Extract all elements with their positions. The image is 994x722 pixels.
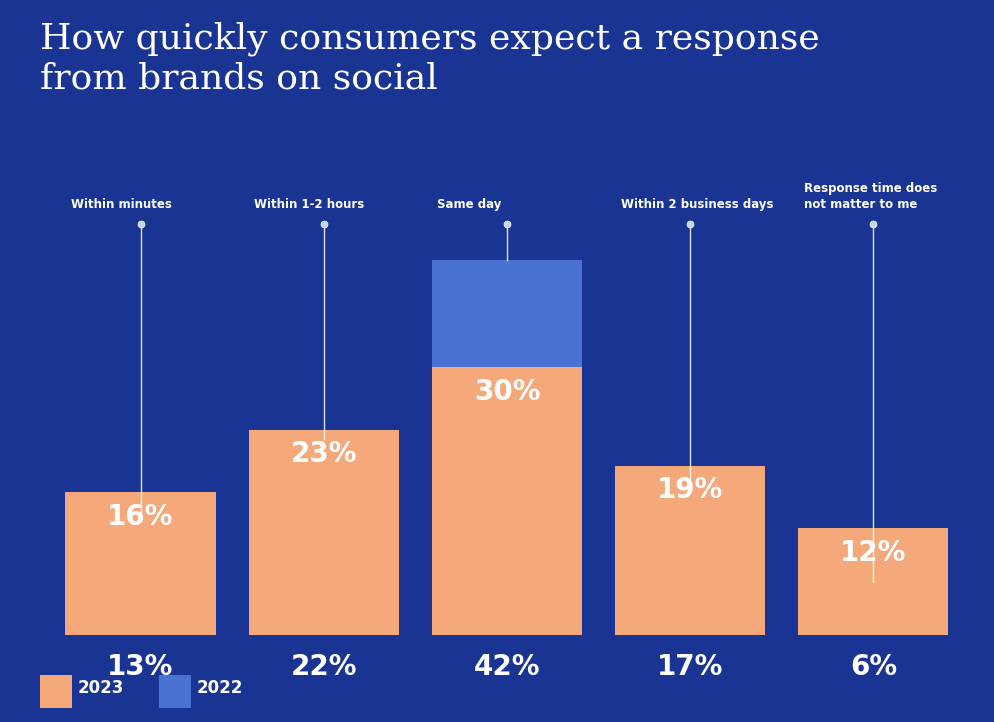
Text: 6%: 6% xyxy=(850,653,897,681)
Text: 23%: 23% xyxy=(290,440,357,469)
Bar xyxy=(66,519,216,635)
Text: Same day: Same day xyxy=(437,198,502,211)
Bar xyxy=(248,439,399,635)
Bar xyxy=(431,367,582,635)
Bar xyxy=(248,430,399,635)
Text: 2023: 2023 xyxy=(78,679,124,697)
Text: 12%: 12% xyxy=(840,539,907,567)
Text: How quickly consumers expect a response
from brands on social: How quickly consumers expect a response … xyxy=(40,22,819,95)
Text: 30%: 30% xyxy=(474,378,540,406)
Bar xyxy=(431,260,582,635)
Text: 22%: 22% xyxy=(290,653,357,681)
Text: 42%: 42% xyxy=(474,653,540,681)
Text: 16%: 16% xyxy=(107,503,174,531)
Text: 2022: 2022 xyxy=(197,679,244,697)
Text: 17%: 17% xyxy=(657,653,724,681)
Bar xyxy=(615,484,765,635)
Bar xyxy=(798,528,948,635)
Bar xyxy=(798,582,948,635)
Text: Within 1-2 hours: Within 1-2 hours xyxy=(254,198,365,211)
Text: Within 2 business days: Within 2 business days xyxy=(620,198,773,211)
Text: Response time does
not matter to me: Response time does not matter to me xyxy=(804,182,937,211)
Text: Within minutes: Within minutes xyxy=(71,198,172,211)
Bar xyxy=(66,492,216,635)
Bar xyxy=(615,466,765,635)
Text: 13%: 13% xyxy=(107,653,174,681)
Text: 19%: 19% xyxy=(657,477,724,504)
